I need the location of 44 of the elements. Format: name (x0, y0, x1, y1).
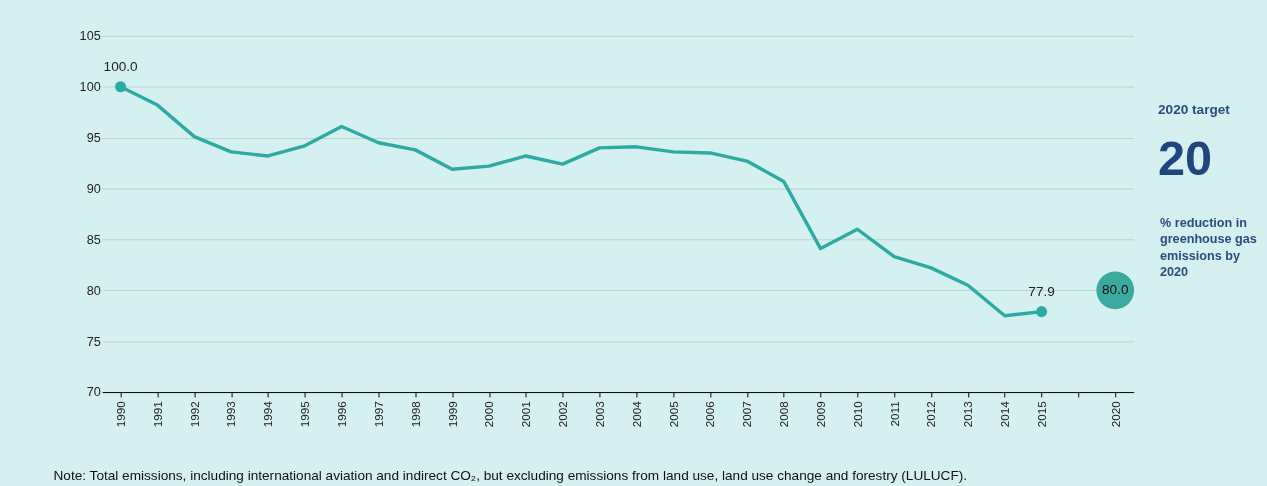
x-tick-label: 2011 (887, 401, 901, 427)
x-tick-label: 1999 (445, 401, 459, 428)
y-tick-label: 85 (86, 232, 101, 247)
text: Note: Total emissions, including international aviation and indirect CO₂, but excluding emissions from land use, land use change and forestry (LULUCF). (53, 467, 968, 483)
x-tick-label: 2005 (666, 401, 680, 428)
x-tick-label: 1995 (298, 401, 312, 428)
y-tick-label: 70 (86, 385, 101, 400)
text: % reduction in greenhouse gas emissions by 2020 (1159, 215, 1257, 280)
y-tick-label: 90 (86, 181, 101, 196)
y-tick-label: 95 (86, 131, 101, 146)
x-tick-label: 2007 (740, 401, 754, 428)
text: 2020 target (1158, 101, 1231, 117)
y-tick-label: 100 (79, 80, 101, 95)
x-tick-label: 1998 (408, 401, 422, 428)
x-tick-label: 1993 (224, 401, 238, 428)
data-label: 77.9 (1028, 284, 1055, 300)
x-tick-label: 2013 (961, 401, 975, 428)
x-tick-label: 2008 (777, 401, 791, 428)
x-tick-label: 1997 (371, 401, 385, 428)
x-tick-label: 2002 (556, 401, 570, 428)
x-tick-label: 1991 (150, 401, 164, 428)
x-tick-label: 2010 (850, 400, 864, 428)
x-tick-label: 2006 (703, 401, 717, 428)
x-tick-label: 1990 (113, 400, 127, 428)
point (1036, 306, 1048, 318)
x-tick-label: 2015 (1034, 401, 1048, 428)
y-tick-label: 75 (86, 334, 101, 349)
point (115, 81, 127, 93)
x-tick-label: 2020 (1108, 400, 1122, 428)
text: 20 (1158, 131, 1213, 186)
data-label: 100.0 (103, 59, 139, 75)
y-tick-label: 80 (86, 283, 101, 298)
x-tick-label: 2000 (482, 400, 496, 428)
x-tick-label: 1992 (187, 401, 201, 428)
x-tick-label: 2003 (592, 401, 606, 428)
x-tick-label: 1994 (261, 400, 275, 428)
x-tick-label: 1996 (335, 401, 349, 428)
y-tick-label: 105 (79, 29, 101, 44)
data-label: 80.0 (1102, 282, 1129, 298)
x-tick-label: 2009 (813, 401, 827, 428)
x-tick-label: 2001 (519, 401, 533, 428)
x-tick-label: 2014 (998, 400, 1012, 428)
x-tick-label: 2012 (924, 401, 938, 428)
x-tick-label: 2004 (629, 400, 643, 428)
